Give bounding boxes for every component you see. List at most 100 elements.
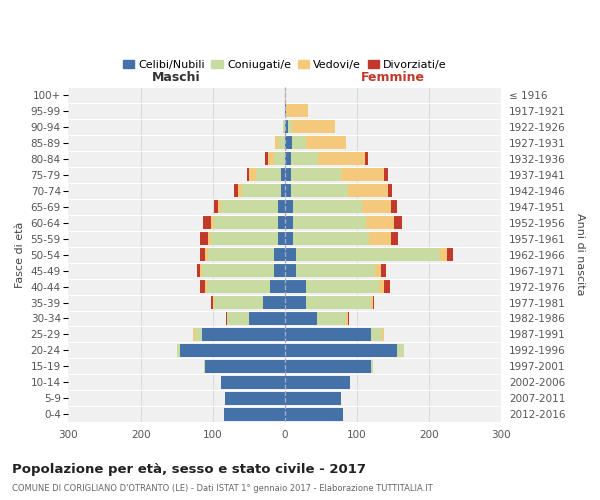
Bar (388, 184, 392, 197)
Bar (292, 120, 335, 134)
Bar (341, 168, 385, 181)
Bar (238, 184, 242, 197)
Bar (225, 392, 285, 405)
Bar (204, 360, 205, 373)
Text: Maschi: Maschi (152, 70, 201, 84)
Bar (211, 296, 212, 309)
Bar (373, 296, 374, 309)
Bar (274, 152, 285, 166)
Bar (197, 264, 200, 277)
Bar (318, 152, 365, 166)
Bar (290, 168, 341, 181)
Bar (285, 280, 307, 293)
Bar (221, 376, 285, 389)
Bar (285, 392, 341, 405)
Bar (256, 168, 281, 181)
Bar (271, 280, 285, 293)
Bar (286, 104, 308, 118)
Bar (371, 328, 382, 341)
Bar (290, 184, 348, 197)
Bar (365, 216, 394, 229)
Bar (285, 168, 290, 181)
Text: Popolazione per età, sesso e stato civile - 2017: Popolazione per età, sesso e stato civil… (12, 462, 366, 475)
Bar (212, 296, 214, 309)
Bar (278, 232, 285, 245)
Bar (293, 200, 362, 213)
Bar (281, 184, 285, 197)
Bar (348, 184, 388, 197)
Bar (200, 264, 202, 277)
Bar (205, 248, 208, 261)
Bar (382, 328, 383, 341)
Bar (397, 344, 404, 357)
Bar (346, 312, 347, 325)
Bar (285, 184, 290, 197)
Bar (227, 312, 249, 325)
Bar (285, 216, 293, 229)
Bar (379, 280, 385, 293)
Bar (369, 232, 391, 245)
Bar (200, 232, 208, 245)
Bar (180, 344, 285, 357)
Bar (285, 152, 290, 166)
Bar (365, 152, 368, 166)
Bar (193, 328, 194, 341)
Bar (285, 360, 371, 373)
Bar (208, 232, 211, 245)
Bar (307, 280, 379, 293)
Bar (202, 328, 285, 341)
Bar (371, 360, 373, 373)
Bar (285, 328, 371, 341)
Bar (347, 312, 349, 325)
Bar (249, 168, 256, 181)
Bar (279, 136, 285, 149)
Bar (385, 168, 388, 181)
Bar (285, 408, 343, 421)
Bar (249, 312, 285, 325)
Bar (224, 408, 285, 421)
Bar (268, 152, 274, 166)
Legend: Celibi/Nubili, Coniugati/e, Vedovi/e, Divorziati/e: Celibi/Nubili, Coniugati/e, Vedovi/e, Di… (118, 56, 451, 74)
Bar (285, 344, 397, 357)
Bar (278, 216, 285, 229)
Bar (285, 88, 286, 102)
Bar (290, 152, 318, 166)
Bar (381, 264, 386, 277)
Bar (285, 312, 317, 325)
Bar (278, 200, 285, 213)
Bar (200, 248, 205, 261)
Bar (285, 200, 293, 213)
Bar (214, 216, 278, 229)
Bar (293, 232, 369, 245)
Bar (375, 264, 381, 277)
Bar (285, 264, 296, 277)
Bar (285, 120, 289, 134)
Bar (265, 152, 268, 166)
Bar (202, 264, 274, 277)
Bar (292, 136, 307, 149)
Bar (221, 200, 278, 213)
Bar (235, 184, 238, 197)
Bar (214, 296, 263, 309)
Bar (394, 216, 401, 229)
Y-axis label: Fasce di età: Fasce di età (15, 222, 25, 288)
Bar (274, 248, 285, 261)
Bar (285, 232, 293, 245)
Bar (205, 280, 207, 293)
Bar (391, 232, 398, 245)
Bar (176, 344, 180, 357)
Bar (285, 248, 296, 261)
Bar (194, 328, 202, 341)
Bar (203, 216, 211, 229)
Bar (285, 104, 286, 118)
Bar (293, 216, 365, 229)
Bar (285, 136, 292, 149)
Bar (440, 248, 447, 261)
Bar (263, 296, 285, 309)
Y-axis label: Anni di nascita: Anni di nascita (575, 214, 585, 296)
Bar (307, 136, 346, 149)
Text: COMUNE DI CORIGLIANO D'OTRANTO (LE) - Dati ISTAT 1° gennaio 2017 - Elaborazione : COMUNE DI CORIGLIANO D'OTRANTO (LE) - Da… (12, 484, 433, 493)
Bar (307, 296, 371, 309)
Bar (385, 280, 390, 293)
Bar (285, 376, 350, 389)
